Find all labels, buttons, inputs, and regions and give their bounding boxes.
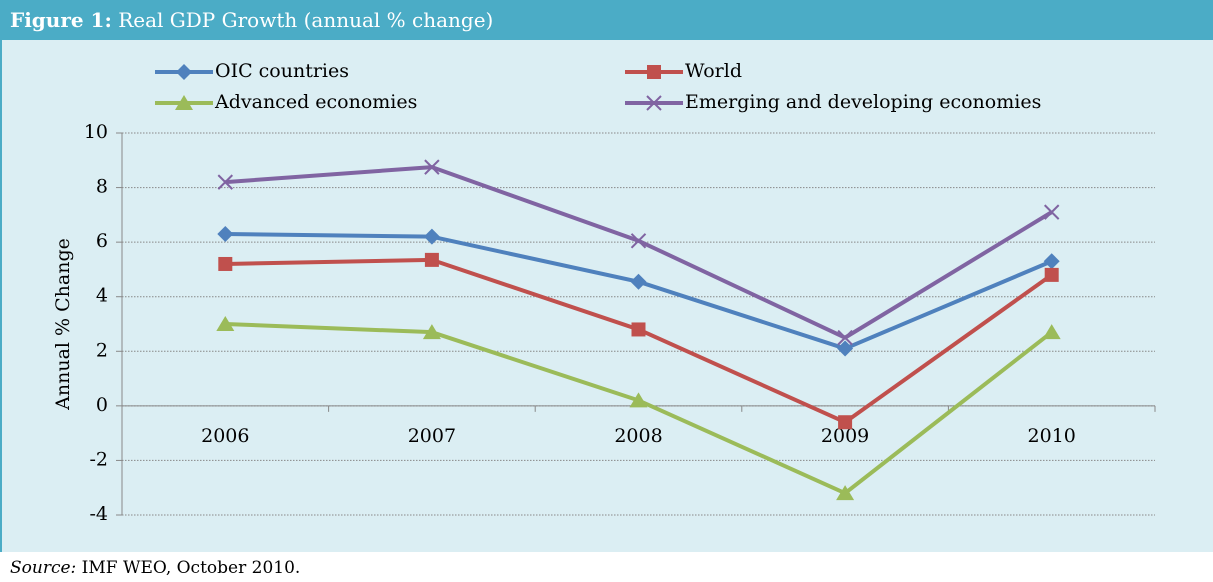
legend-marker [176,64,192,80]
x-tick-label: 2009 [821,425,869,447]
data-point [836,485,855,501]
figure-label: Figure 1: [10,8,112,32]
data-point [838,415,853,430]
x-tick-label: 2010 [1028,425,1076,447]
y-tick-label: 4 [96,285,108,307]
data-point [837,329,853,346]
data-point [1043,253,1060,270]
legend-marker [646,95,662,111]
legend-label: World [685,60,742,82]
data-point [630,233,647,249]
data-point [218,256,233,271]
y-tick-label: 2 [96,339,108,361]
data-point [1042,324,1061,340]
chart-background [0,40,1213,552]
data-point [216,316,235,331]
legend-label: Emerging and developing economies [685,91,1041,113]
legend-marker [175,95,193,110]
data-point [631,322,646,337]
data-point [423,228,440,245]
data-point [1044,267,1059,282]
data-point [837,340,854,357]
y-axis-label: Annual % Change [52,238,74,411]
data-point [217,174,234,190]
data-point [424,159,440,175]
y-tick-label: 6 [96,230,108,252]
data-point [629,392,648,408]
data-point [630,273,647,290]
legend-marker [647,65,661,79]
chart-title: Real GDP Growth (annual % change) [118,8,493,32]
x-tick-label: 2008 [614,425,662,447]
x-tick-label: 2006 [201,425,249,447]
data-point [1043,204,1060,220]
y-tick-label: 10 [84,121,108,143]
figure-header: Figure 1: Real GDP Growth (annual % chan… [10,8,493,32]
data-point [422,324,441,340]
x-tick-label: 2007 [408,425,456,447]
source-label: Source: [10,558,76,578]
y-tick-label: 8 [96,176,108,198]
data-point [217,225,234,242]
source-text: IMF WEO, October 2010. [82,558,301,578]
data-point [424,252,439,267]
y-tick-label: 0 [96,394,108,416]
header-bar [0,0,1213,40]
legend-label: Advanced economies [214,91,417,113]
y-tick-label: -4 [89,503,108,525]
legend-label: OIC countries [215,60,349,82]
source-note: Source: IMF WEO, October 2010. [10,558,300,578]
y-tick-label: -2 [89,448,108,470]
